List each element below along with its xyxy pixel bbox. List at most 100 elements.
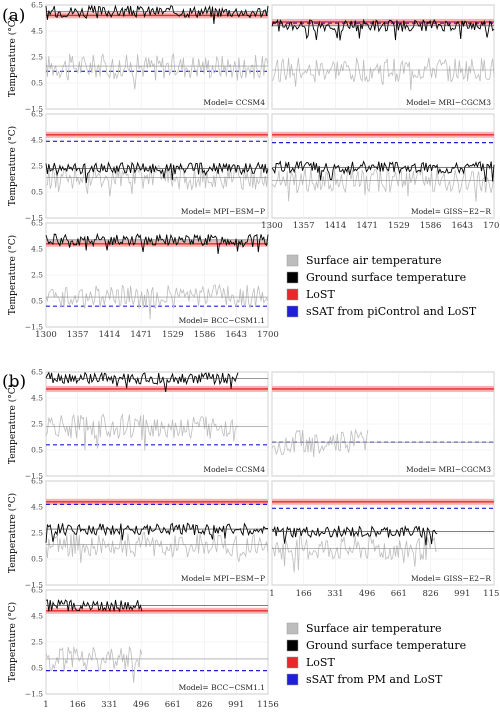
y-tick-label: 2.5 [31, 529, 43, 538]
y-tick-label: −1.5 [25, 581, 43, 590]
y-tick-label: 0.5 [31, 555, 43, 564]
legend-label: sSAT from PM and LoST [306, 673, 443, 686]
model-label: Model= GISS−E2−R [411, 574, 491, 583]
y-tick-label: 6.5 [31, 1, 43, 10]
y-tick-label: 6.5 [31, 586, 43, 595]
model-label: Model= MPI−ESM−P [181, 574, 265, 583]
gst-series [271, 524, 438, 546]
panel-label: (a) [2, 6, 25, 26]
y-tick-label: 0.5 [31, 79, 43, 88]
panel-mri-cgcm3: Model= MRI−CGCM3 [271, 4, 495, 110]
sat-series [45, 52, 269, 90]
x-tick-label: 1643 [451, 221, 473, 231]
y-tick-label: −1.5 [25, 214, 43, 223]
legend-swatch [286, 305, 299, 318]
x-tick-label: 1643 [225, 330, 247, 340]
sat-series [271, 535, 438, 573]
sat-series [45, 646, 143, 683]
gst-series [45, 161, 269, 184]
model-label: Model= GISS−E2−R [411, 207, 491, 216]
model-label: Model= CCSM4 [203, 465, 265, 474]
figure-b: (b) Model= CCSM4 −1.5 0.5 2.5 4.5 6.5 Temperatu… [2, 368, 500, 711]
sat-series [271, 428, 369, 458]
panel-mri-cgcm3: Model= MRI−CGCM3 [271, 371, 495, 477]
x-tick-label: 1414 [99, 330, 121, 340]
sat-series [45, 413, 239, 451]
x-tick-label: 1300 [35, 330, 57, 340]
legend-label: sSAT from piControl and LoST [306, 305, 477, 318]
y-axis-label: Temperature (°C) [7, 602, 18, 682]
x-tick-label: 661 [391, 589, 407, 599]
gst-series [271, 18, 495, 41]
x-tick-label: 166 [296, 589, 312, 599]
y-axis-label: Temperature (°C) [7, 235, 18, 315]
x-tick-label: 166 [70, 700, 86, 710]
sat-series [271, 57, 495, 91]
legend-label: LoST [306, 656, 335, 669]
y-axis-label: Temperature (°C) [7, 126, 18, 206]
model-label: Model= MPI−ESM−P [181, 207, 265, 216]
gst-series [45, 371, 239, 393]
legend-swatch [286, 673, 299, 686]
x-tick-label: 1700 [257, 330, 279, 340]
x-tick-label: 826 [422, 589, 438, 599]
y-tick-label: 6.5 [31, 368, 43, 377]
gst-series [45, 232, 269, 255]
x-tick-label: 1586 [194, 330, 216, 340]
x-tick-label: 1471 [356, 221, 378, 231]
panel-bcc-csm1-1: Model= BCC−CSM1.1 −1.5 0.5 2.5 4.5 6.5 Tempera… [7, 219, 269, 332]
x-tick-label: 496 [133, 700, 149, 710]
legend-swatch [286, 622, 299, 635]
panel-bcc-csm1-1: Model= BCC−CSM1.1 −1.5 0.5 2.5 4.5 6.5 Tempera… [7, 586, 269, 699]
legend-swatch [286, 639, 299, 652]
model-label: Model= BCC−CSM1.1 [179, 316, 265, 325]
x-tick-label: 1156 [257, 700, 279, 710]
gst-series [45, 4, 269, 24]
legend: Surface air temperature Ground surface te… [286, 254, 477, 318]
gst-series [271, 160, 495, 182]
sat-series [271, 167, 495, 202]
legend-swatch [286, 254, 299, 267]
x-tick-label: 331 [327, 589, 343, 599]
x-tick-label: 1414 [325, 221, 347, 231]
y-tick-label: 0.5 [31, 446, 43, 455]
panel-label: (b) [2, 372, 26, 392]
y-tick-label: 4.5 [31, 27, 43, 36]
panel-mpi-esm-p: Model= MPI−ESM−P −1.5 0.5 2.5 4.5 6.5 Temperat… [7, 110, 269, 223]
legend-swatch [286, 271, 299, 284]
legend: Surface air temperature Ground surface te… [286, 622, 466, 686]
y-tick-label: 4.5 [31, 136, 43, 145]
y-tick-label: 4.5 [31, 503, 43, 512]
x-tick-label: 1700 [483, 221, 500, 231]
panel-ccsm4: Model= CCSM4 −1.5 0.5 2.5 4.5 6.5 Temperature … [7, 368, 269, 481]
x-tick-label: 1357 [67, 330, 89, 340]
y-tick-label: 4.5 [31, 394, 43, 403]
panel-giss-e2-r: Model= GISS−E2−R [271, 480, 495, 586]
y-tick-label: 2.5 [31, 53, 43, 62]
x-tick-label: 991 [454, 589, 470, 599]
y-axis-label: Temperature (°C) [7, 384, 18, 464]
x-tick-label: 1156 [483, 589, 500, 599]
y-tick-label: 4.5 [31, 612, 43, 621]
y-tick-label: 6.5 [31, 477, 43, 486]
model-label: Model= MRI−CGCM3 [406, 98, 491, 107]
legend-label: Surface air temperature [306, 254, 442, 267]
y-tick-label: 2.5 [31, 271, 43, 280]
y-tick-label: 0.5 [31, 188, 43, 197]
model-label: Model= CCSM4 [203, 98, 265, 107]
y-tick-label: 6.5 [31, 110, 43, 119]
x-tick-label: 826 [196, 700, 212, 710]
x-tick-label: 1586 [420, 221, 442, 231]
legend-label: Surface air temperature [306, 622, 442, 635]
y-tick-label: 0.5 [31, 664, 43, 673]
panel-giss-e2-r: Model= GISS−E2−R [271, 113, 495, 219]
y-tick-label: −1.5 [25, 323, 43, 332]
x-tick-label: 1 [43, 700, 48, 710]
x-tick-label: 1357 [293, 221, 315, 231]
x-tick-label: 496 [359, 589, 375, 599]
x-tick-label: 991 [228, 700, 244, 710]
y-tick-label: −1.5 [25, 472, 43, 481]
y-tick-label: 0.5 [31, 297, 43, 306]
sat-series [45, 283, 269, 320]
